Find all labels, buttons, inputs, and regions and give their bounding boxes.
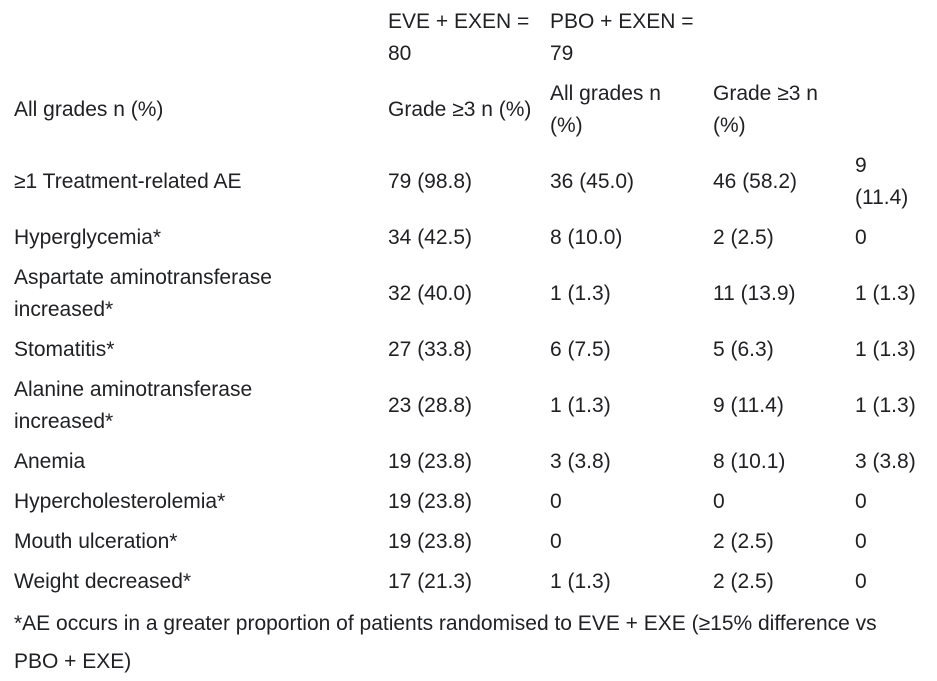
- table-row: Hyperglycemia* 34 (42.5) 8 (10.0) 2 (2.5…: [14, 218, 937, 258]
- value-cell: 3 (3.8): [855, 450, 916, 473]
- row-label-cell: Alanine aminotransferase increased*: [14, 378, 253, 433]
- column-header-cell: Grade ≥3 n (%): [713, 82, 818, 137]
- value-cell: 19 (23.8): [388, 490, 473, 513]
- value-cell: 9 (11.4): [855, 154, 909, 209]
- value-cell: 19 (23.8): [388, 450, 473, 473]
- table-row: Weight decreased* 17 (21.3) 1 (1.3) 2 (2…: [14, 562, 937, 602]
- table-row: Hypercholesterolemia* 19 (23.8) 0 0 0: [14, 482, 937, 522]
- value-cell: 0: [713, 490, 725, 513]
- value-cell: 8 (10.1): [713, 450, 786, 473]
- value-cell: 11 (13.9): [713, 282, 796, 305]
- value-cell: 19 (23.8): [388, 530, 473, 553]
- table-row: Anemia 19 (23.8) 3 (3.8) 8 (10.1) 3 (3.8…: [14, 442, 937, 482]
- row-label-cell: Hyperglycemia*: [14, 226, 162, 249]
- value-cell: 0: [855, 530, 867, 553]
- value-cell: 0: [855, 226, 867, 249]
- value-cell: 23 (28.8): [388, 394, 473, 417]
- value-cell: 1 (1.3): [550, 282, 611, 305]
- group-header-cell-pbo-arm: PBO + EXEN = 79: [550, 10, 694, 65]
- value-cell: 2 (2.5): [713, 570, 774, 593]
- value-cell: 1 (1.3): [550, 570, 611, 593]
- column-header-cell: All grades n (%): [550, 82, 661, 137]
- column-header-cell: Grade ≥3 n (%): [388, 98, 532, 121]
- value-cell: 34 (42.5): [388, 226, 473, 249]
- row-label-cell: ≥1 Treatment-related AE: [14, 170, 242, 193]
- table-row: Stomatitis* 27 (33.8) 6 (7.5) 5 (6.3) 1 …: [14, 330, 937, 370]
- row-label-cell: Stomatitis*: [14, 338, 115, 361]
- value-cell: 1 (1.3): [550, 394, 611, 417]
- value-cell: 0: [550, 530, 562, 553]
- value-cell: 0: [550, 490, 562, 513]
- row-label-cell: Mouth ulceration*: [14, 530, 178, 553]
- value-cell: 46 (58.2): [713, 170, 798, 193]
- row-label-cell: Aspartate aminotransferase increased*: [14, 266, 272, 321]
- group-header-cell-eve-arm: EVE + EXEN = 80: [388, 10, 530, 65]
- value-cell: 0: [855, 570, 867, 593]
- table-row: Alanine aminotransferase increased* 23 (…: [14, 370, 937, 442]
- column-header-row: All grades n (%) Grade ≥3 n (%) All grad…: [14, 74, 937, 146]
- value-cell: 0: [855, 490, 867, 513]
- value-cell: 36 (45.0): [550, 170, 635, 193]
- table-row: Mouth ulceration* 19 (23.8) 0 2 (2.5) 0: [14, 522, 937, 562]
- value-cell: 9 (11.4): [713, 394, 784, 417]
- table-row: Aspartate aminotransferase increased* 32…: [14, 258, 937, 330]
- value-cell: 1 (1.3): [855, 394, 916, 417]
- value-cell: 3 (3.8): [550, 450, 611, 473]
- group-header-cell: [14, 2, 388, 74]
- group-header-row: EVE + EXEN = 80 PBO + EXEN = 79: [14, 2, 937, 74]
- row-label-cell: Anemia: [14, 450, 86, 473]
- value-cell: 5 (6.3): [713, 338, 774, 361]
- value-cell: 27 (33.8): [388, 338, 473, 361]
- column-header-cell: All grades n (%): [14, 98, 164, 121]
- value-cell: 2 (2.5): [713, 226, 774, 249]
- value-cell: 1 (1.3): [855, 338, 916, 361]
- value-cell: 79 (98.8): [388, 170, 473, 193]
- value-cell: 2 (2.5): [713, 530, 774, 553]
- value-cell: 8 (10.0): [550, 226, 623, 249]
- group-header-cell: [713, 2, 855, 74]
- table-row: ≥1 Treatment-related AE 79 (98.8) 36 (45…: [14, 146, 937, 218]
- table-footnote: *AE occurs in a greater proportion of pa…: [14, 612, 877, 673]
- column-header-cell: [855, 74, 937, 146]
- row-label-cell: Weight decreased*: [14, 570, 192, 593]
- value-cell: 32 (40.0): [388, 282, 473, 305]
- row-label-cell: Hypercholesterolemia*: [14, 490, 226, 513]
- value-cell: 1 (1.3): [855, 282, 916, 305]
- adverse-events-table: EVE + EXEN = 80 PBO + EXEN = 79 All grad…: [14, 2, 937, 602]
- value-cell: 6 (7.5): [550, 338, 611, 361]
- group-header-cell: [855, 2, 937, 74]
- value-cell: 17 (21.3): [388, 570, 473, 593]
